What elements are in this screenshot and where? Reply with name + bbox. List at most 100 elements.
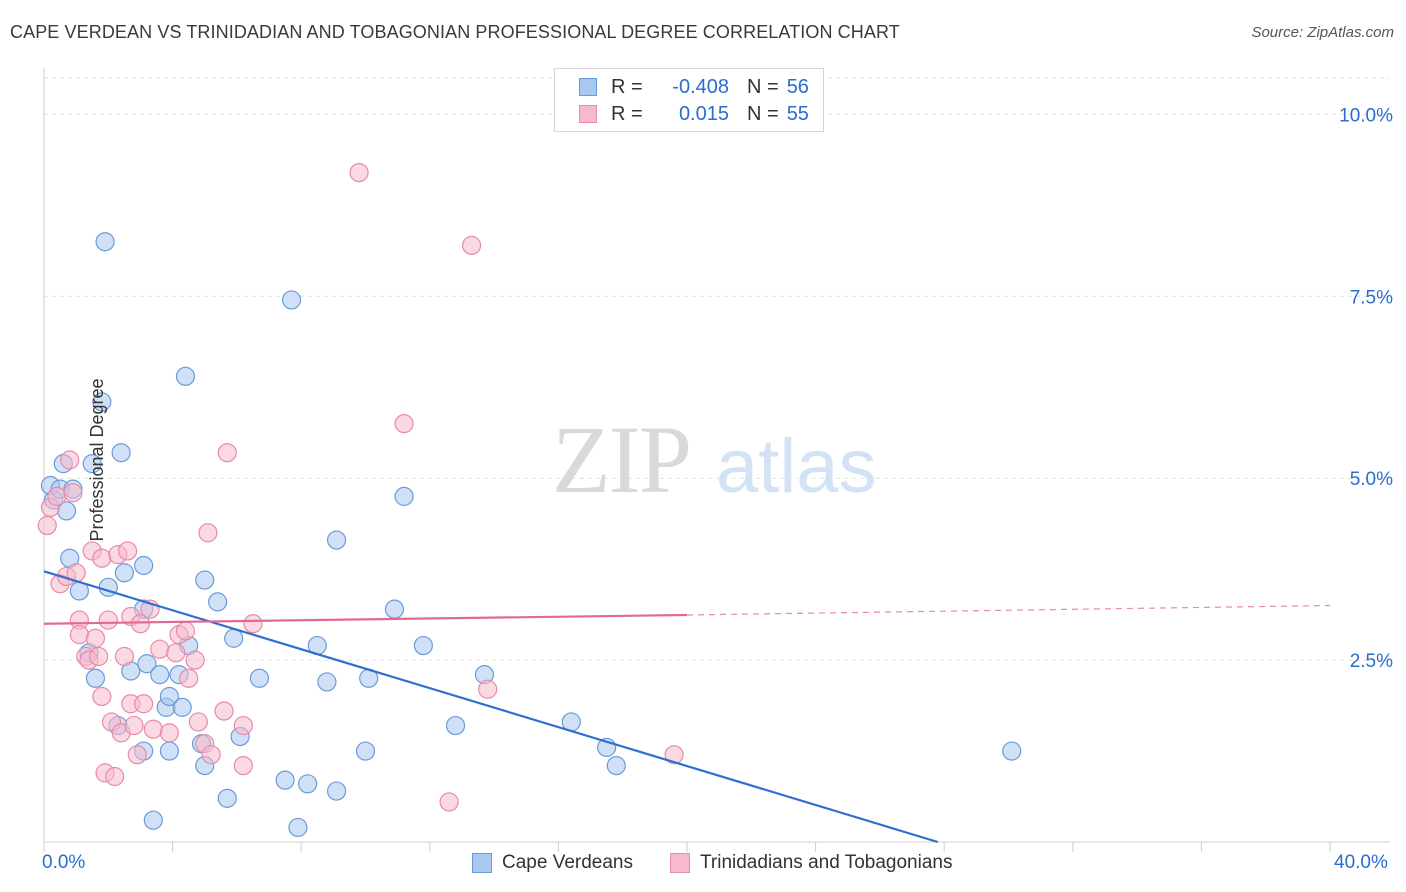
grid-lines bbox=[44, 77, 1390, 661]
point-cape-verdean bbox=[413, 635, 433, 656]
point-trinidadian bbox=[166, 643, 186, 663]
series-swatch-pink bbox=[670, 853, 690, 873]
legend-n-value: 56 bbox=[786, 75, 809, 98]
point-trinidadian bbox=[217, 443, 237, 463]
x-tick-label-min: 0.0% bbox=[42, 852, 86, 873]
point-trinidadian bbox=[198, 523, 218, 543]
series-label: Trinidadians and Tobagonians bbox=[700, 852, 953, 873]
axes bbox=[43, 68, 1390, 852]
point-trinidadian bbox=[114, 646, 134, 667]
legend-r-value: 0.015 bbox=[678, 102, 729, 125]
legend-swatch-blue bbox=[579, 78, 597, 96]
point-trinidadian bbox=[134, 694, 154, 714]
point-cape-verdean bbox=[249, 668, 270, 688]
point-cape-verdean bbox=[281, 290, 302, 310]
legend-n-value: 55 bbox=[786, 102, 809, 125]
point-cape-verdean bbox=[326, 781, 347, 801]
point-cape-verdean bbox=[317, 672, 337, 692]
point-cape-verdean bbox=[1002, 741, 1022, 761]
point-cape-verdean bbox=[143, 810, 163, 830]
point-cape-verdean bbox=[82, 454, 102, 474]
y-tick-labels: 2.5% 5.0% 7.5% 10.0% bbox=[1339, 105, 1393, 672]
legend-r-label: R = bbox=[611, 75, 643, 98]
trend-line-cape-verdeans bbox=[43, 570, 939, 844]
point-trinidadian bbox=[233, 755, 253, 776]
point-trinidadian bbox=[105, 766, 125, 787]
watermark-atlas: atlas bbox=[716, 424, 877, 509]
point-trinidadian bbox=[69, 625, 89, 645]
point-trinidadian bbox=[159, 723, 179, 743]
point-trinidadian bbox=[439, 792, 459, 812]
stats-legend: R = -0.408 N = 56 R = 0.015 N = 55 bbox=[554, 68, 824, 132]
point-trinidadian bbox=[188, 712, 208, 732]
point-cape-verdean bbox=[159, 741, 179, 761]
point-trinidadian bbox=[89, 646, 109, 667]
point-cape-verdean bbox=[208, 592, 228, 612]
point-cape-verdean bbox=[95, 232, 115, 252]
watermark-zip: ZIP bbox=[552, 406, 690, 513]
point-trinidadian bbox=[461, 235, 482, 255]
point-trinidadian bbox=[394, 414, 414, 434]
point-cape-verdean bbox=[137, 654, 157, 674]
point-cape-verdean bbox=[134, 555, 154, 576]
point-trinidadian bbox=[92, 686, 112, 707]
source-label: Source: ZipAtlas.com bbox=[1251, 24, 1394, 41]
point-trinidadian bbox=[47, 486, 67, 506]
point-trinidadian bbox=[243, 614, 263, 634]
point-cape-verdean bbox=[326, 530, 347, 550]
point-trinidadian bbox=[130, 614, 151, 634]
point-trinidadian bbox=[37, 515, 57, 536]
point-trinidadian bbox=[478, 679, 498, 699]
series-legend-cape-verdeans: Cape Verdeans bbox=[472, 852, 633, 874]
y-tick-label: 7.5% bbox=[1350, 287, 1393, 308]
trend-line-trinidadians-extension bbox=[686, 604, 1331, 616]
watermark: ZIP atlas bbox=[552, 406, 877, 513]
point-trinidadian bbox=[127, 745, 147, 765]
point-cape-verdean bbox=[288, 817, 308, 838]
point-trinidadian bbox=[117, 541, 138, 561]
series-label: Cape Verdeans bbox=[502, 852, 633, 873]
trend-line-trinidadians bbox=[43, 613, 688, 625]
point-trinidadian bbox=[92, 548, 112, 568]
series-swatch-blue bbox=[472, 853, 492, 873]
point-cape-verdean bbox=[150, 665, 170, 685]
y-tick-label: 2.5% bbox=[1350, 651, 1393, 672]
legend-row-trinidadians: R = 0.015 N = 55 bbox=[579, 102, 809, 126]
y-tick-label: 5.0% bbox=[1350, 469, 1393, 490]
legend-r-value: -0.408 bbox=[672, 75, 729, 98]
point-trinidadian bbox=[124, 715, 144, 736]
point-trinidadian bbox=[85, 628, 106, 648]
point-cape-verdean bbox=[159, 686, 179, 707]
point-cape-verdean bbox=[606, 755, 626, 776]
point-trinidadian bbox=[179, 668, 199, 688]
point-cape-verdean bbox=[445, 715, 466, 736]
x-tick-label-max: 40.0% bbox=[1334, 852, 1388, 873]
point-cape-verdean bbox=[92, 392, 112, 412]
point-trinidadian bbox=[150, 639, 170, 659]
point-cape-verdean bbox=[195, 570, 215, 590]
point-trinidadian bbox=[201, 745, 221, 765]
point-trinidadian bbox=[664, 745, 684, 765]
point-cape-verdean bbox=[111, 443, 131, 463]
series-legend: Cape Verdeans Trinidadians and Tobagonia… bbox=[0, 852, 1406, 878]
point-trinidadian bbox=[175, 621, 196, 641]
point-cape-verdean bbox=[172, 697, 192, 717]
legend-n-label: N = bbox=[747, 102, 779, 125]
point-trinidadian bbox=[214, 701, 234, 721]
point-cape-verdean bbox=[275, 770, 295, 790]
legend-n-label: N = bbox=[747, 75, 779, 98]
point-cape-verdean bbox=[298, 774, 318, 794]
point-cape-verdean bbox=[224, 628, 244, 648]
point-cape-verdean bbox=[175, 366, 196, 386]
point-trinidadian bbox=[233, 715, 253, 736]
point-cape-verdean bbox=[355, 741, 376, 761]
data-points bbox=[37, 162, 1022, 838]
trend-lines bbox=[43, 570, 1331, 844]
point-trinidadian bbox=[143, 719, 163, 739]
point-trinidadian bbox=[98, 610, 118, 630]
point-trinidadian bbox=[63, 483, 83, 503]
series-legend-trinidadians: Trinidadians and Tobagonians bbox=[670, 852, 952, 874]
point-trinidadian bbox=[60, 450, 80, 470]
legend-r-label: R = bbox=[611, 102, 643, 125]
